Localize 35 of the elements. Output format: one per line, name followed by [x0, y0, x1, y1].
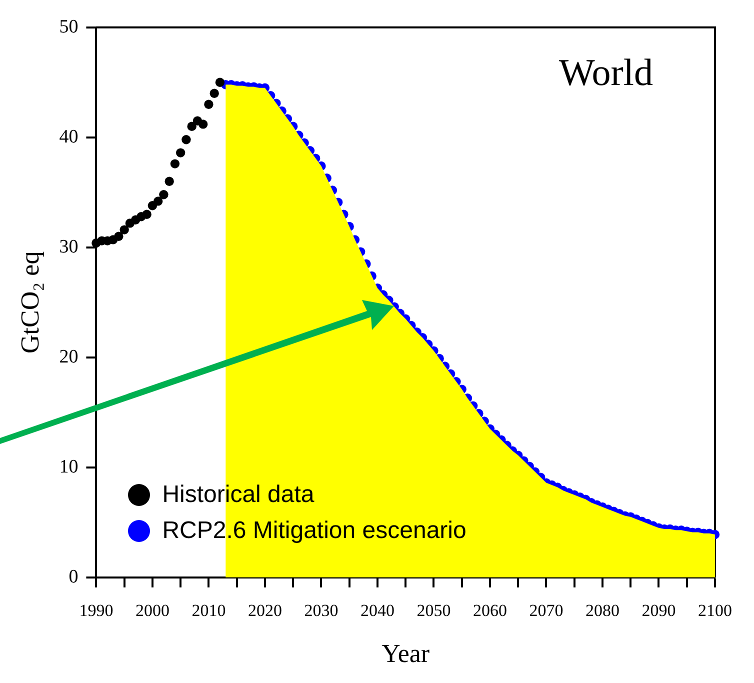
- point: [120, 225, 129, 234]
- point: [164, 176, 174, 186]
- x-tick-label: 2090: [642, 601, 676, 620]
- point: [187, 122, 196, 131]
- point: [215, 78, 225, 87]
- x-tick-label: 1990: [79, 601, 114, 620]
- y-tick-label: 30: [59, 236, 78, 258]
- point: [204, 100, 214, 109]
- y-tick-label: 0: [68, 566, 78, 588]
- y-tick-label: 10: [59, 456, 78, 478]
- y-tick-label: 20: [59, 346, 78, 368]
- x-tick-label: 2080: [585, 601, 620, 620]
- point: [182, 135, 191, 144]
- y-tick-label: 50: [59, 16, 78, 38]
- point: [170, 159, 180, 168]
- x-tick-label: 2020: [248, 601, 282, 620]
- x-tick-label: 2000: [135, 601, 170, 620]
- x-tick-label: 2060: [472, 601, 507, 620]
- x-tick-label: 2010: [192, 601, 226, 620]
- y-axis-title: GtCO₂ eq: [15, 251, 44, 354]
- x-tick-label: 2040: [360, 601, 394, 620]
- point: [210, 88, 219, 98]
- point: [153, 196, 163, 206]
- point: [114, 232, 124, 241]
- x-axis-title: Year: [382, 639, 430, 668]
- annotation: World: [558, 51, 653, 96]
- x-tick-label: 2070: [529, 601, 564, 620]
- y-tick-label: 40: [59, 126, 78, 148]
- x-tick-label: 2050: [416, 601, 451, 620]
- x-tick-label: 2100: [698, 601, 732, 620]
- point: [159, 190, 168, 200]
- point: [198, 120, 208, 129]
- point: [176, 148, 186, 158]
- x-tick-label: 2030: [304, 601, 338, 620]
- point: [142, 210, 152, 219]
